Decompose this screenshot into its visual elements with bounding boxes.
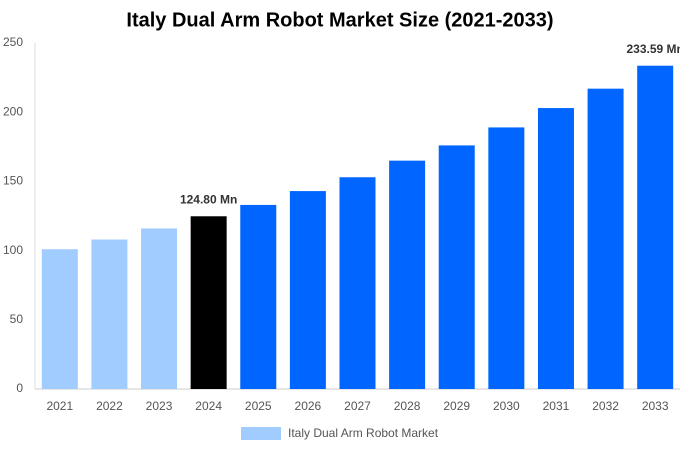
y-tick-label: 150 xyxy=(3,174,23,188)
x-tick-label: 2023 xyxy=(146,399,173,413)
x-tick-label: 2022 xyxy=(96,399,123,413)
x-tick-label: 2031 xyxy=(543,399,570,413)
x-tick-label: 2027 xyxy=(344,399,371,413)
x-tick-label: 2029 xyxy=(443,399,470,413)
y-tick-label: 250 xyxy=(3,35,23,49)
bar xyxy=(289,191,326,389)
x-tick-label: 2025 xyxy=(245,399,272,413)
bar xyxy=(240,204,277,389)
bar xyxy=(339,177,376,389)
y-tick-label: 100 xyxy=(3,243,23,257)
x-tick-label: 2026 xyxy=(295,399,322,413)
bar xyxy=(488,127,525,389)
bar xyxy=(141,228,178,389)
y-tick-label: 0 xyxy=(16,381,23,395)
value-label: 124.80 Mn xyxy=(180,192,237,206)
bar xyxy=(91,239,128,389)
value-label: 233.59 Mn xyxy=(627,42,680,56)
bar xyxy=(190,216,227,389)
chart-title: Italy Dual Arm Robot Market Size (2021-2… xyxy=(126,9,553,31)
x-tick-label: 2030 xyxy=(493,399,520,413)
bar xyxy=(587,88,624,389)
y-tick-label: 50 xyxy=(10,312,24,326)
legend-swatch xyxy=(241,427,281,440)
x-tick-label: 2024 xyxy=(195,399,222,413)
x-tick-label: 2021 xyxy=(46,399,73,413)
bar xyxy=(637,65,674,390)
bar xyxy=(41,249,78,389)
x-tick-label: 2033 xyxy=(642,399,669,413)
bar xyxy=(537,108,574,389)
x-tick-label: 2032 xyxy=(592,399,619,413)
x-tick-label: 2028 xyxy=(394,399,421,413)
legend-label: Italy Dual Arm Robot Market xyxy=(288,426,439,440)
y-tick-label: 200 xyxy=(3,104,23,118)
bar xyxy=(438,145,475,389)
bar xyxy=(389,160,426,389)
